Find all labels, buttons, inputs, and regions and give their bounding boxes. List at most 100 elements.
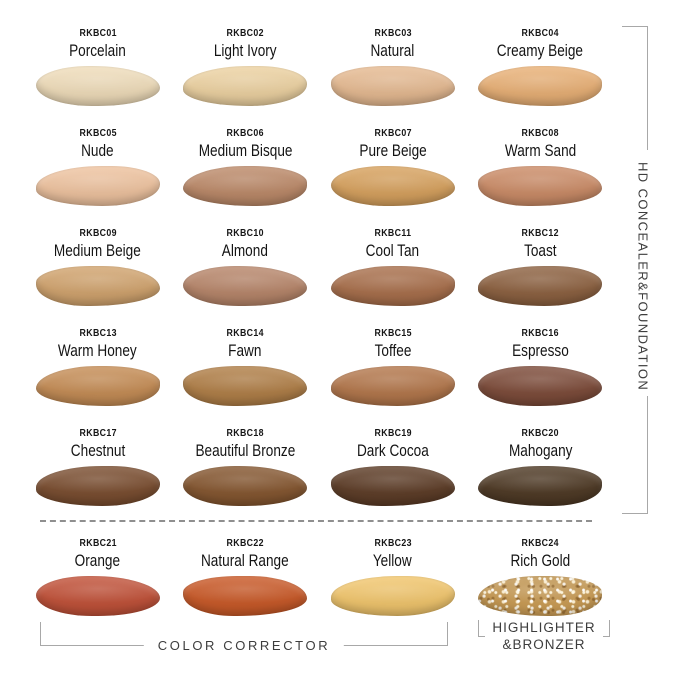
shade-cell-mahogany: RKBC20 Mahogany [467,416,615,516]
shade-code: RKBC10 [226,228,264,239]
shade-swatch [478,576,603,617]
shade-cell-medium-beige: RKBC09 Medium Beige [24,216,172,316]
shade-name: Fawn [228,340,262,360]
shade-swatch [478,266,603,307]
concealer-bracket-lower-line [647,396,648,514]
bronzer-label: &BRONZER [502,637,586,652]
shade-name: Espresso [511,340,569,360]
shade-name: Medium Bisque [198,140,293,160]
shade-swatch [183,576,308,617]
shade-name: Orange [75,550,121,570]
shade-swatch [35,266,160,307]
shade-cell-toffee: RKBC15 Toffee [319,316,467,416]
shade-name: Dark Cocoa [356,440,429,460]
shade-swatch [330,66,455,107]
color-corrector-bracket: COLOR CORRECTOR [40,622,448,653]
shade-name: Medium Beige [54,240,142,260]
shade-name: Yellow [373,550,413,570]
shade-code: RKBC04 [521,28,559,39]
shade-cell-toast: RKBC12 Toast [467,216,615,316]
shade-code: RKBC24 [521,538,559,549]
shade-swatch [183,66,308,107]
shade-code: RKBC03 [374,28,412,39]
hd-concealer-foundation-label: HD CONCEALER&FOUNDATION [635,162,651,392]
shade-swatch [183,166,308,207]
shade-swatch [35,166,160,207]
concealer-bracket-top-line [622,26,648,27]
shade-swatch [183,466,308,507]
right-floor-bracket [602,620,610,637]
swatch-grid: RKBC01 Porcelain RKBC02 Light Ivory RKBC… [24,16,614,626]
shade-code: RKBC17 [79,428,117,439]
shade-cell-pure-beige: RKBC07 Pure Beige [319,116,467,216]
highlighter-bronzer-group: HIGHLIGHTER &BRONZER [476,620,612,654]
concealer-bracket-bottom-line [622,513,648,514]
shade-swatch [330,466,455,507]
shade-swatch [478,166,603,207]
shade-cell-natural: RKBC03 Natural [319,16,467,116]
shade-swatch [330,166,455,207]
shade-name: Warm Sand [504,140,576,160]
shade-name: Mahogany [508,440,572,460]
shade-code: RKBC15 [374,328,412,339]
shade-name: Creamy Beige [497,40,584,60]
shade-code: RKBC12 [521,228,559,239]
shade-code: RKBC14 [226,328,264,339]
shade-cell-espresso: RKBC16 Espresso [467,316,615,416]
shade-cell-rich-gold: RKBC24 Rich Gold [467,526,615,626]
shade-cell-almond: RKBC10 Almond [172,216,320,316]
shade-code: RKBC18 [226,428,264,439]
shade-code: RKBC11 [374,228,412,239]
shade-cell-creamy-beige: RKBC04 Creamy Beige [467,16,615,116]
shade-code: RKBC20 [521,428,559,439]
shade-name: Pure Beige [359,140,427,160]
shade-code: RKBC19 [374,428,412,439]
shade-code: RKBC13 [79,328,117,339]
shade-code: RKBC16 [521,328,559,339]
shade-name: Warm Honey [58,340,138,360]
shade-swatch [35,576,160,617]
shade-code: RKBC01 [79,28,117,39]
shade-swatch [35,366,160,407]
shade-cell-warm-honey: RKBC13 Warm Honey [24,316,172,416]
shade-name: Toffee [374,340,412,360]
shade-name: Rich Gold [510,550,571,570]
shade-cell-orange: RKBC21 Orange [24,526,172,626]
shade-swatch [478,66,603,107]
shade-code: RKBC09 [79,228,117,239]
shade-cell-medium-bisque: RKBC06 Medium Bisque [172,116,320,216]
shade-cell-porcelain: RKBC01 Porcelain [24,16,172,116]
shade-swatch [478,466,603,507]
shade-swatch [478,366,603,407]
shade-cell-fawn: RKBC14 Fawn [172,316,320,416]
highlighter-label: HIGHLIGHTER [492,620,596,636]
shade-code: RKBC08 [521,128,559,139]
shade-swatch [330,366,455,407]
shade-swatch [330,266,455,307]
shade-swatch [35,66,160,107]
shade-cell-beautiful-bronze: RKBC18 Beautiful Bronze [172,416,320,516]
shade-cell-yellow: RKBC23 Yellow [319,526,467,626]
shade-cell-dark-cocoa: RKBC19 Dark Cocoa [319,416,467,516]
shade-name: Beautiful Bronze [195,440,296,460]
color-corrector-label: COLOR CORRECTOR [143,638,345,653]
left-floor-bracket [478,620,486,637]
shade-name: Light Ivory [213,40,277,60]
shade-name: Natural Range [201,550,290,570]
shade-code: RKBC06 [226,128,264,139]
shade-cell-cool-tan: RKBC11 Cool Tan [319,216,467,316]
shade-swatch [183,366,308,407]
shade-name: Cool Tan [366,240,420,260]
shade-name: Chestnut [70,440,125,460]
shade-name: Natural [370,40,415,60]
shade-name: Nude [81,140,114,160]
shade-name: Toast [523,240,557,260]
concealer-bracket-upper-line [647,26,648,150]
shade-swatch [35,466,160,507]
shade-code: RKBC07 [374,128,412,139]
shade-cell-chestnut: RKBC17 Chestnut [24,416,172,516]
dashed-divider [40,520,592,522]
shade-code: RKBC21 [79,538,117,549]
shade-name: Almond [222,240,269,260]
